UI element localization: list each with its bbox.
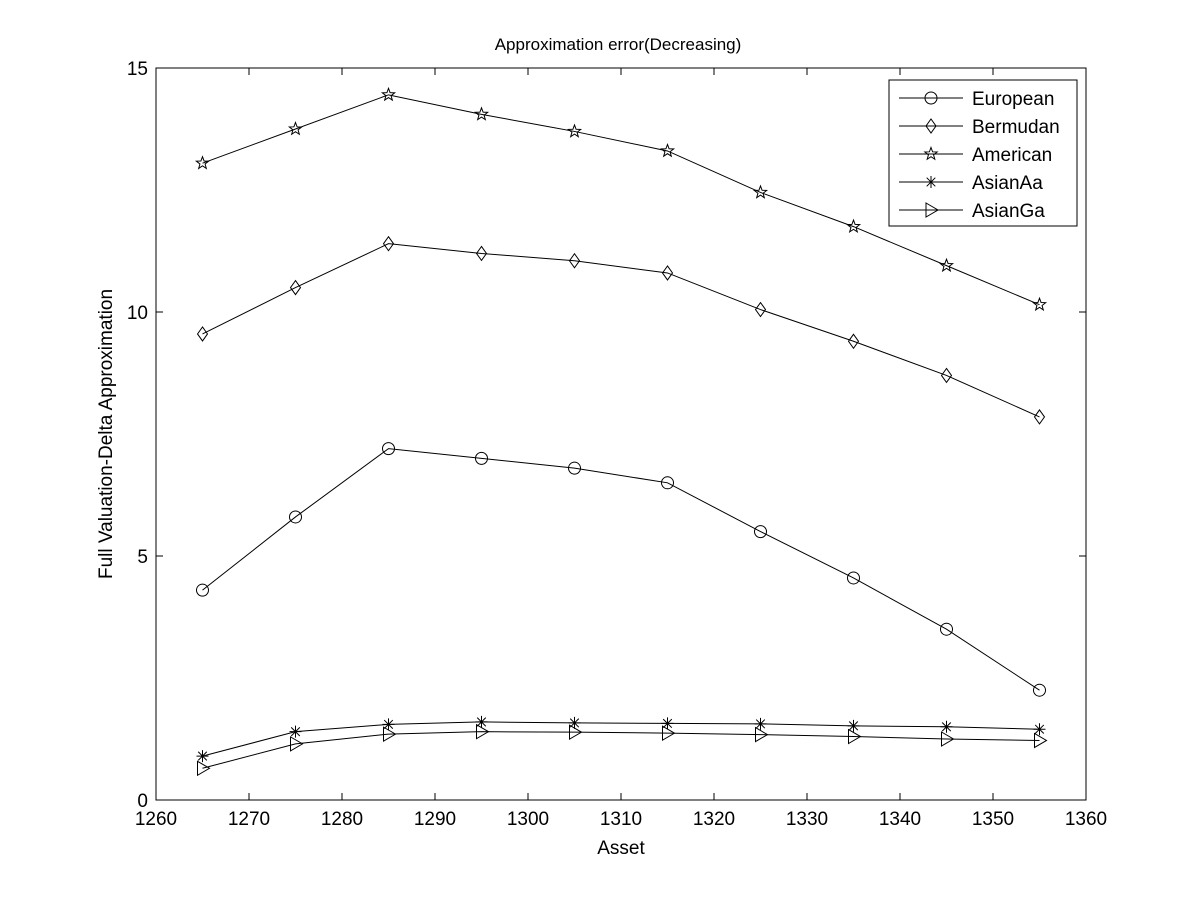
data-point-asianga — [662, 725, 676, 742]
data-point-asianaa — [940, 720, 953, 733]
x-tick-label: 1360 — [1065, 809, 1107, 830]
axis-ticks: 1260 1270 1280 1290 1300 1310 1320 1330 1340 1350… — [127, 59, 1107, 830]
data-point-american — [752, 184, 769, 199]
x-tick-label: 1280 — [321, 809, 363, 830]
x-tick-label: 1320 — [693, 809, 735, 830]
data-point-american — [194, 155, 211, 170]
data-point-bermudan — [196, 326, 209, 342]
data-point-asianaa — [568, 716, 581, 729]
data-point-asianaa — [1033, 723, 1046, 736]
series-line-asianaa — [202, 721, 1040, 757]
data-point-european — [847, 571, 860, 585]
legend-marker-asianga — [925, 202, 939, 218]
y-tick-label: 0 — [137, 791, 148, 812]
data-point-asianga — [848, 728, 862, 745]
series-american — [194, 86, 1048, 312]
data-point-american — [566, 123, 583, 138]
data-point-bermudan — [289, 279, 302, 296]
data-point-american — [287, 121, 304, 136]
series-line-american — [202, 94, 1040, 306]
data-point-asianga — [941, 731, 955, 747]
x-tick-label: 1340 — [879, 809, 921, 830]
data-point-european — [940, 622, 953, 636]
data-point-european — [289, 510, 302, 524]
x-tick-label: 1300 — [507, 809, 549, 830]
data-point-european — [568, 461, 581, 475]
x-tick-label: 1350 — [972, 809, 1014, 830]
series-line-asianga — [202, 731, 1040, 769]
data-point-asianaa — [754, 717, 767, 730]
legend-marker-asianaa — [925, 176, 937, 188]
y-tick-label: 5 — [137, 547, 148, 568]
data-point-bermudan — [661, 265, 674, 281]
legend-label-american: American — [972, 145, 1052, 166]
legend-marker-bermudan — [925, 118, 937, 134]
data-point-asianga — [569, 724, 583, 741]
y-tick-label: 10 — [127, 303, 148, 324]
x-tick-label: 1260 — [135, 809, 177, 830]
data-point-asianga — [290, 736, 304, 752]
data-point-american — [380, 86, 397, 102]
data-point-european — [1033, 683, 1046, 697]
legend: European Bermudan American AsianAa AsianGa — [888, 79, 1078, 227]
legend-label-asianga: AsianGa — [972, 201, 1045, 222]
series-line-european — [202, 448, 1040, 691]
legend-label-asianaa: AsianAa — [972, 173, 1043, 194]
data-point-asianga — [476, 723, 490, 740]
data-point-bermudan — [847, 333, 860, 350]
series-asianaa — [196, 715, 1046, 763]
x-tick-label: 1270 — [228, 809, 270, 830]
data-point-bermudan — [754, 301, 767, 318]
data-point-american — [1031, 296, 1048, 312]
series-layer — [194, 86, 1048, 777]
series-bermudan — [196, 235, 1046, 425]
data-point-asianga — [1034, 732, 1048, 749]
data-point-european — [382, 442, 395, 456]
data-point-american — [845, 218, 862, 234]
data-point-american — [938, 257, 955, 273]
data-point-european — [661, 476, 674, 490]
data-point-american — [659, 143, 676, 158]
data-point-european — [196, 583, 209, 597]
data-point-bermudan — [568, 252, 581, 269]
data-point-asianaa — [382, 718, 395, 731]
series-asianga — [197, 723, 1048, 777]
x-tick-label: 1330 — [786, 809, 828, 830]
legend-marker-american — [923, 146, 939, 161]
data-point-bermudan — [1033, 409, 1046, 425]
data-point-asianaa — [289, 725, 302, 738]
x-axis-label: Asset — [597, 838, 645, 859]
series-line-bermudan — [202, 243, 1040, 418]
data-point-asianga — [197, 760, 211, 777]
data-point-bermudan — [940, 367, 953, 384]
data-point-asianaa — [475, 715, 488, 728]
data-point-american — [473, 106, 490, 121]
x-tick-label: 1310 — [600, 809, 642, 830]
data-point-asianga — [755, 726, 769, 743]
series-european — [196, 442, 1046, 697]
y-tick-label: 15 — [127, 59, 148, 80]
data-point-asianaa — [196, 750, 209, 763]
data-point-asianga — [383, 726, 397, 742]
legend-label-european: European — [972, 89, 1054, 110]
x-tick-label: 1290 — [414, 809, 456, 830]
chart-title: Approximation error(Decreasing) — [495, 35, 742, 54]
data-point-bermudan — [475, 245, 488, 262]
data-point-asianaa — [661, 717, 674, 730]
data-point-european — [475, 451, 488, 465]
legend-box — [888, 79, 1078, 227]
data-point-asianaa — [847, 719, 860, 732]
data-point-bermudan — [382, 235, 395, 252]
data-point-european — [754, 525, 767, 539]
legend-label-bermudan: Bermudan — [972, 117, 1060, 138]
y-axis-label: Full Valuation-Delta Approximation — [96, 289, 117, 579]
legend-marker-european — [924, 91, 938, 105]
